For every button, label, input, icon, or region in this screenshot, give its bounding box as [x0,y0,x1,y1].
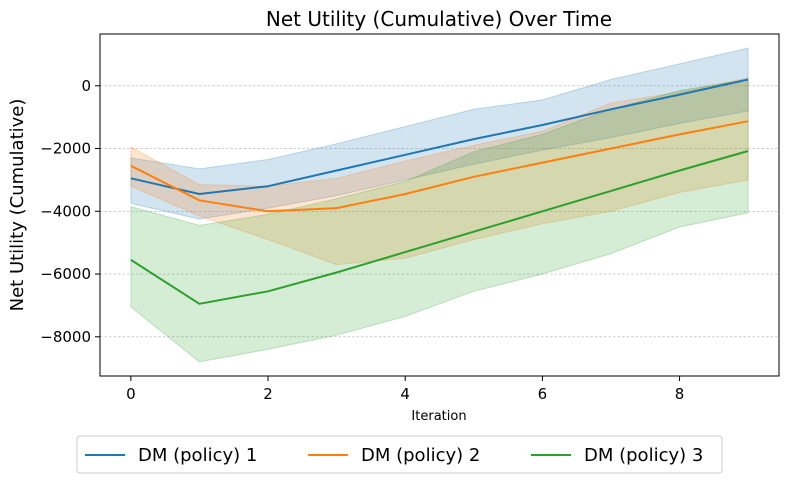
legend-label: DM (policy) 1 [138,445,257,466]
legend-label: DM (policy) 2 [361,445,480,466]
series-3-line [130,150,749,305]
x-tick-label: 6 [538,385,548,403]
legend-items: DM (policy) 1 DM (policy) 2 DM (policy) 3 [85,445,703,466]
grid-lines [100,85,779,338]
x-tick-label: 0 [126,385,136,403]
series-1-band [130,47,749,220]
chart-title: Net Utility (Cumulative) Over Time [266,7,612,31]
x-axis-label: Iteration [411,409,466,424]
series-3-band [130,78,749,363]
series-2-line [130,120,749,213]
series-2-band [130,77,749,266]
y-tick-label: −8000 [40,328,91,346]
y-axis-ticks: 0 −2000 −4000 −6000 −8000 [40,77,100,346]
confidence-bands [130,47,749,363]
x-axis-ticks: 0 2 4 6 8 [126,376,684,403]
y-axis-label: Net Utility (Cumulative) [7,99,28,312]
x-tick-label: 4 [400,385,410,403]
y-tick-label: −4000 [40,202,91,220]
y-tick-label: 0 [81,77,91,95]
plot-frame [99,33,780,377]
x-tick-label: 2 [263,385,273,403]
y-tick-label: −6000 [40,265,91,283]
legend-label: DM (policy) 3 [584,445,703,466]
y-tick-label: −2000 [40,140,91,158]
legend-frame [76,435,723,474]
legend: DM (policy) 1 DM (policy) 2 DM (policy) 3 [76,435,723,474]
series-1-line [130,78,749,195]
x-tick-label: 8 [675,385,685,403]
series-lines [130,78,749,305]
